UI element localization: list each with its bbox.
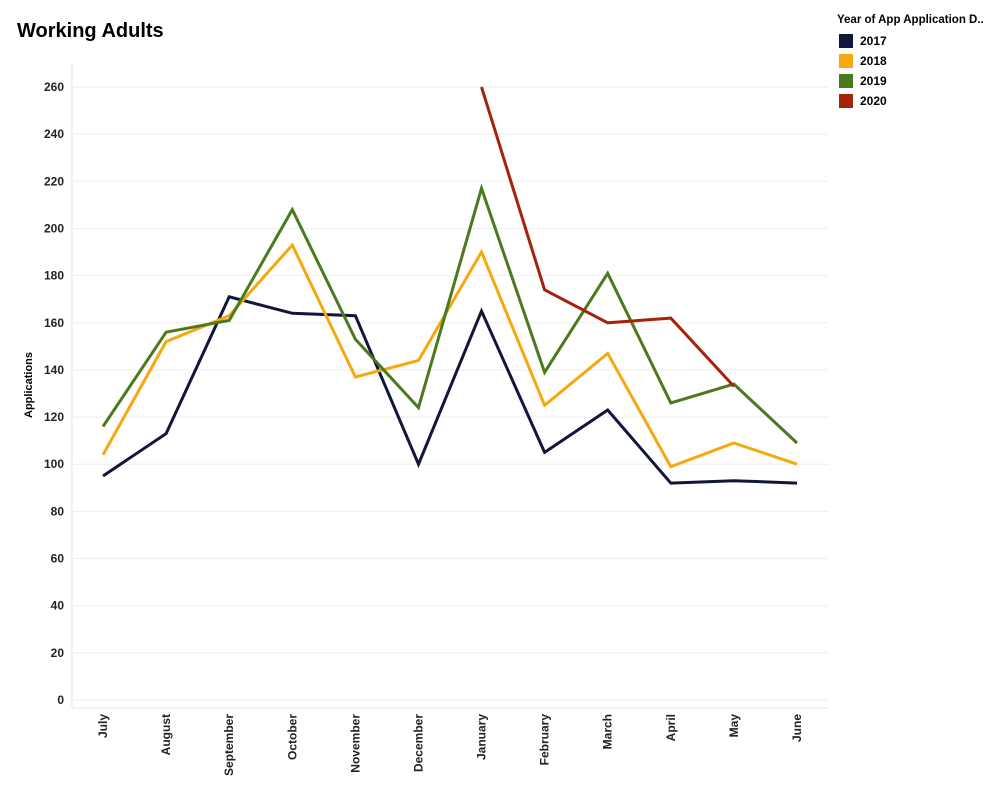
x-tick-label: June: [790, 714, 804, 742]
legend: Year of App Application D.. 2017 2018 20…: [837, 14, 984, 111]
gridlines: [72, 86, 828, 701]
x-tick-label: March: [601, 714, 615, 749]
y-tick-label: 160: [44, 316, 64, 330]
legend-item-2020[interactable]: 2020: [837, 91, 984, 111]
y-tick-label: 80: [51, 504, 65, 518]
legend-label: 2017: [860, 34, 887, 48]
y-tick-label: 140: [44, 363, 64, 377]
y-tick-label: 0: [57, 693, 64, 707]
legend-label: 2019: [860, 74, 887, 88]
x-tick-label: February: [538, 714, 552, 766]
series-line-2020[interactable]: [480, 86, 736, 388]
x-tick-label: May: [727, 714, 741, 738]
legend-item-2019[interactable]: 2019: [837, 71, 984, 91]
legend-swatch: [839, 94, 853, 108]
y-axis-title: Applications: [23, 352, 35, 418]
y-tick-label: 100: [44, 457, 64, 471]
x-tick-label: November: [348, 714, 362, 773]
legend-swatch: [839, 74, 853, 88]
series-line-2019[interactable]: [101, 183, 799, 445]
y-tick-label: 60: [51, 552, 65, 566]
series-lines: [101, 86, 799, 485]
legend-swatch: [839, 34, 853, 48]
x-tick-label: July: [96, 714, 110, 738]
legend-title: Year of App Application D..: [837, 14, 984, 26]
y-tick-label: 220: [44, 174, 64, 188]
x-tick-label: October: [285, 714, 299, 760]
legend-swatch: [839, 54, 853, 68]
x-tick-label: December: [411, 714, 425, 772]
y-tick-label: 260: [44, 80, 64, 94]
y-tick-label: 180: [44, 269, 64, 283]
legend-item-2017[interactable]: 2017: [837, 31, 984, 51]
x-tick-label: September: [222, 714, 236, 776]
legend-item-2018[interactable]: 2018: [837, 51, 984, 71]
x-tick-label: April: [664, 714, 678, 741]
y-tick-label: 20: [51, 646, 65, 660]
axes: 0 20 40 60 80 100 120 140 160 180 200 220 240 260 July…: [44, 62, 828, 776]
series-line-2018[interactable]: [101, 242, 798, 469]
y-tick-label: 120: [44, 410, 64, 424]
y-tick-label: 240: [44, 127, 64, 141]
legend-label: 2018: [860, 54, 887, 68]
legend-label: 2020: [860, 94, 887, 108]
x-tick-label: August: [159, 714, 173, 755]
y-tick-label: 40: [51, 599, 65, 613]
x-tick-label: January: [475, 714, 489, 760]
chart-title: Working Adults: [17, 20, 164, 42]
y-tick-label: 200: [44, 221, 64, 235]
